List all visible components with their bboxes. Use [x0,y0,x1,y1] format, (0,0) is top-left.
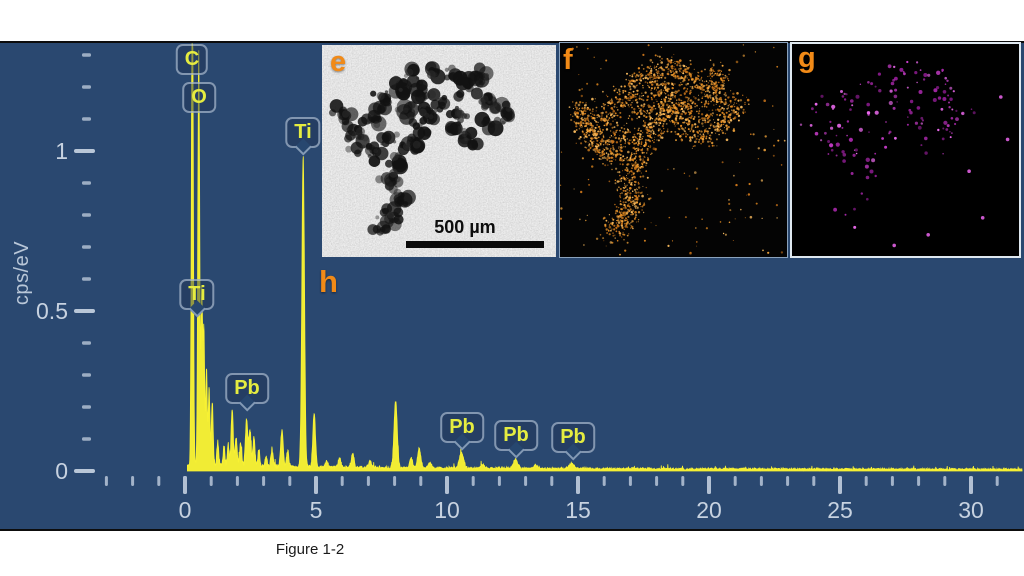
x-minor-tick [235,476,239,486]
y-minor-tick [82,245,91,249]
panel-letter-h: h [319,264,338,299]
x-tick-label: 25 [827,497,853,523]
magenta-map-dots [799,60,1010,248]
x-minor-tick [890,476,894,486]
inset-map-magenta [790,42,1021,258]
x-minor-tick [524,476,528,486]
x-tick-label: 20 [696,497,722,523]
x-minor-tick [681,476,685,486]
x-minor-tick [209,476,213,486]
y-major-tick [74,469,95,473]
peak-label-ti-4.51: Ti [285,117,321,148]
y-axis-title: cps/eV [11,240,33,306]
x-tick-label: 5 [310,497,323,523]
y-minor-tick [82,437,91,441]
x-minor-tick [393,476,397,486]
peak-label-pb-2.36: Pb [225,373,269,404]
peak-label-pb-14.8: Pb [551,422,595,453]
x-minor-tick [131,476,135,486]
orange-map-dots [560,44,786,256]
peak-label-pb-10.57: Pb [440,412,484,443]
x-minor-tick [419,476,423,486]
x-minor-tick [786,476,790,486]
x-minor-tick [157,476,161,486]
y-minor-tick [82,405,91,409]
x-tick-label: 0 [179,497,192,523]
x-minor-tick [366,476,370,486]
y-minor-tick [82,53,91,57]
x-major-tick [707,476,711,494]
x-major-tick [183,476,187,494]
peak-label-o-0.525: O [182,82,216,113]
y-tick-label: 1 [55,138,68,164]
x-minor-tick [733,476,737,486]
x-minor-tick [812,476,816,486]
x-minor-tick [628,476,632,486]
spectrum-canvas: 0 5 10 15 20 25 30 0 0.5 1 [36,43,1023,523]
spectrum-trace [187,43,1023,472]
y-minor-tick [82,373,91,377]
y-tick-label: 0 [55,458,68,484]
x-minor-tick [471,476,475,486]
inset-map-orange [559,42,788,258]
figure-caption: Figure 1-2 [275,541,345,558]
y-minor-tick [82,341,91,345]
x-minor-tick [497,476,501,486]
peak-label-ti-0.46: Ti [179,279,215,310]
scale-bar [406,241,544,248]
x-major-tick [576,476,580,494]
panel-letter-g: g [798,42,816,74]
x-minor-tick [759,476,763,486]
x-minor-tick [917,476,921,486]
x-tick-label: 15 [565,497,591,523]
x-minor-tick [262,476,266,486]
peak-label-c-0.28: C [175,44,209,75]
y-minor-tick [82,277,91,281]
x-minor-tick [602,476,606,486]
x-minor-tick [995,476,999,486]
x-minor-tick [104,476,108,486]
panel-letter-f: f [563,44,573,76]
scale-bar-label: 500 µm [434,217,496,237]
x-minor-tick [288,476,292,486]
x-tick-label: 30 [958,497,984,523]
x-minor-tick [340,476,344,486]
y-tick-label: 0.5 [36,298,68,324]
y-minor-tick [82,117,91,121]
inset-micrograph: 500 µm [322,45,556,257]
panel-letter-e: e [330,46,347,78]
x-minor-tick [655,476,659,486]
y-minor-tick [82,213,91,217]
x-major-tick [969,476,973,494]
x-minor-tick [550,476,554,486]
y-major-tick [74,309,95,313]
x-minor-tick [864,476,868,486]
y-major-tick [74,149,95,153]
x-minor-tick [943,476,947,486]
peak-label-pb-12.64: Pb [494,420,538,451]
x-major-tick [838,476,842,494]
x-major-tick [314,476,318,494]
y-minor-tick [82,85,91,89]
x-tick-label: 10 [434,497,460,523]
particle-aggregate [329,61,516,236]
x-major-tick [445,476,449,494]
y-minor-tick [82,181,91,185]
